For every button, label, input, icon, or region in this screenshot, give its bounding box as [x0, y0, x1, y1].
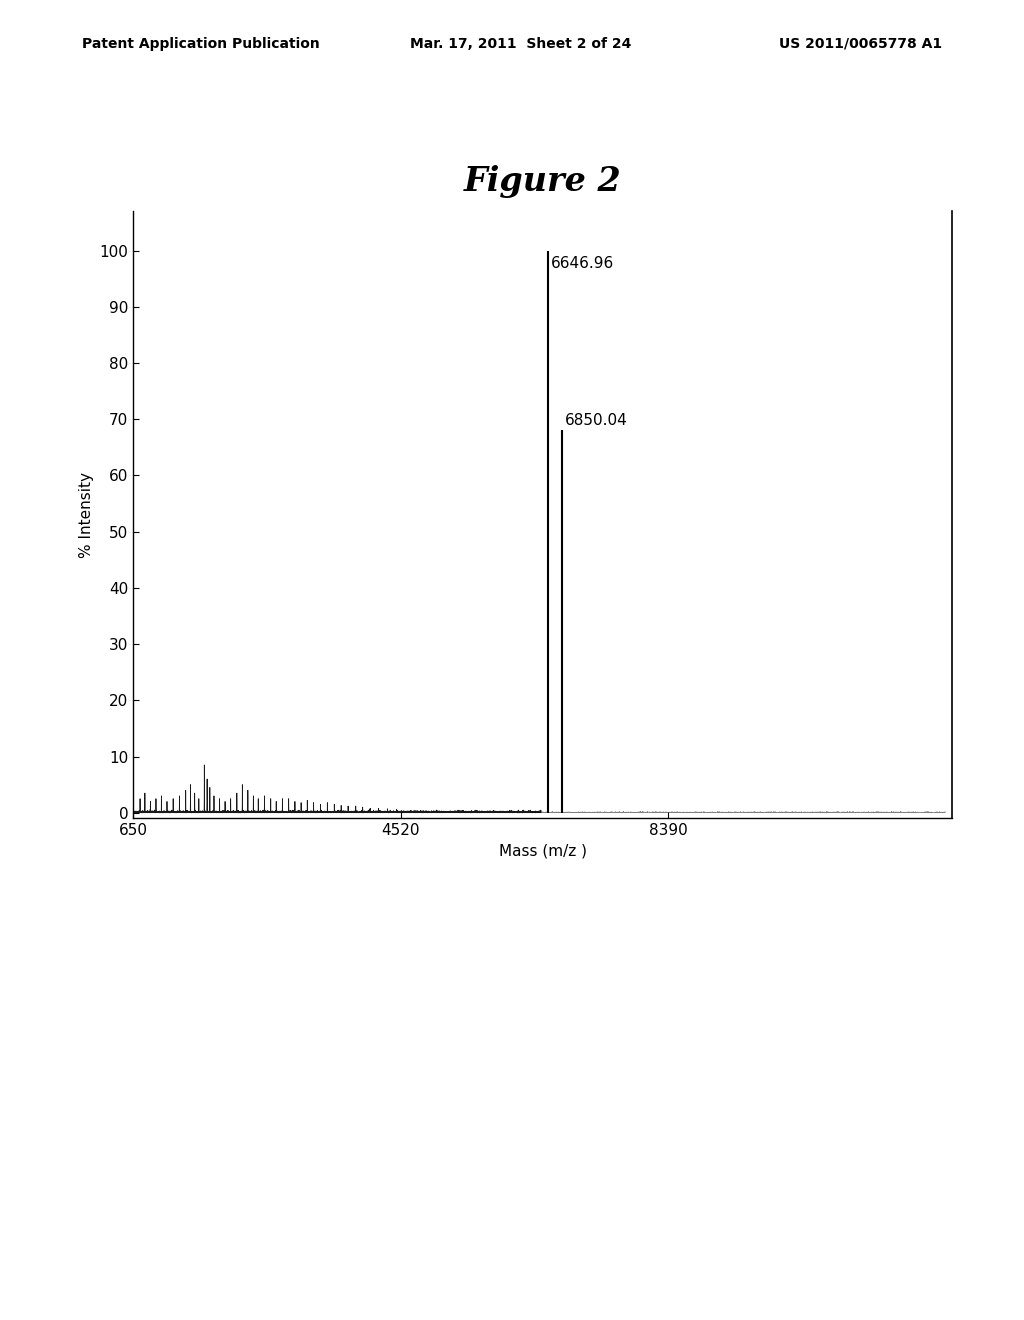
X-axis label: Mass (m/z ): Mass (m/z ): [499, 843, 587, 859]
Text: 6850.04: 6850.04: [565, 413, 628, 428]
Text: US 2011/0065778 A1: US 2011/0065778 A1: [779, 37, 942, 51]
Y-axis label: % Intensity: % Intensity: [79, 471, 94, 558]
Text: Patent Application Publication: Patent Application Publication: [82, 37, 319, 51]
Text: 6646.96: 6646.96: [551, 256, 614, 271]
Text: Figure 2: Figure 2: [464, 165, 622, 198]
Text: Mar. 17, 2011  Sheet 2 of 24: Mar. 17, 2011 Sheet 2 of 24: [410, 37, 631, 51]
